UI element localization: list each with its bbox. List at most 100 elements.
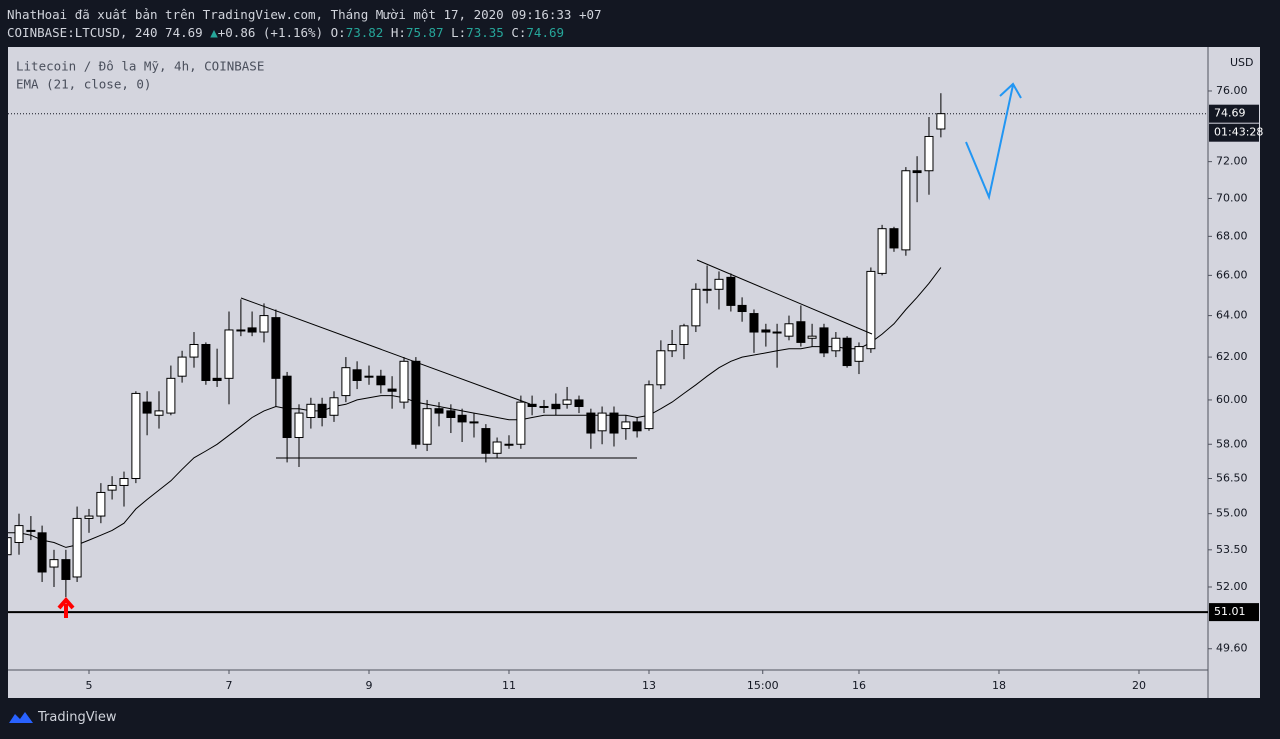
candle-body — [341, 367, 351, 397]
candle-body — [61, 559, 71, 580]
candle-body — [189, 343, 199, 358]
x-tick-label: 7 — [225, 679, 232, 692]
candle-body — [912, 170, 922, 174]
y-tick-label: 70.00 — [1216, 191, 1248, 204]
candle-body — [784, 323, 794, 337]
candle-body — [702, 288, 712, 291]
candle-body — [586, 412, 596, 434]
h: 75.87 — [405, 25, 444, 40]
candle-body — [107, 484, 117, 491]
y-tick-label: 58.00 — [1216, 437, 1248, 450]
header: NhatHoai đã xuất bản trên TradingView.co… — [7, 6, 602, 42]
candle-body — [201, 343, 211, 381]
last: 74.69 — [165, 25, 203, 40]
candle-body — [282, 375, 292, 439]
subtitle: Litecoin / Đô la Mỹ, 4h, COINBASE — [16, 59, 264, 74]
candle-body — [49, 559, 59, 568]
symbol: COINBASE:LTCUSD, 240 — [7, 25, 158, 40]
candle-body — [574, 399, 584, 407]
y-tick-label: 53.50 — [1216, 543, 1248, 556]
candle-body — [924, 135, 934, 172]
y-tick-label: 76.00 — [1216, 84, 1248, 97]
l: 73.35 — [466, 25, 504, 40]
candle-body — [14, 525, 24, 544]
candle-body — [37, 532, 47, 573]
candle-body — [352, 369, 362, 381]
candle-body — [562, 399, 572, 405]
c-label: C: — [511, 25, 527, 40]
brand-logo — [9, 712, 33, 723]
candle-body — [807, 335, 817, 339]
candle-body — [644, 384, 654, 430]
last-price-tag: 74.69 — [1214, 107, 1246, 120]
candle-body — [96, 491, 106, 517]
candle-body — [632, 421, 642, 432]
candle-body — [831, 337, 841, 352]
candle-body — [26, 529, 36, 532]
x-tick-label: 16 — [852, 679, 866, 692]
candle-body — [294, 412, 304, 439]
y-tick-label: 66.00 — [1216, 268, 1248, 281]
candle-body — [749, 313, 759, 333]
candle-body — [271, 317, 281, 379]
candle-body — [376, 375, 386, 386]
c: 74.69 — [526, 25, 565, 40]
candle-body — [492, 441, 502, 454]
y-tick-label: 62.00 — [1216, 350, 1248, 363]
candle-body — [737, 304, 747, 313]
candle-body — [469, 421, 479, 424]
candle-body — [399, 360, 409, 403]
candle-body — [457, 414, 467, 423]
candle-body — [819, 327, 829, 354]
y-tick-label: 49.60 — [1216, 642, 1248, 655]
brand: TradingView — [38, 709, 117, 725]
candle-body — [131, 392, 141, 480]
ema-legend: EMA (21, close, 0) — [16, 77, 151, 92]
candle-body — [177, 356, 187, 377]
x-tick-label: 20 — [1132, 679, 1146, 692]
candle-body — [772, 331, 782, 334]
l-label: L: — [451, 25, 467, 40]
countdown-tag: 01:43:28 — [1214, 126, 1263, 139]
candle-body — [866, 270, 876, 350]
candle-body — [411, 360, 421, 445]
x-tick-label: 11 — [502, 679, 516, 692]
x-tick-label: 9 — [365, 679, 372, 692]
candle-body — [306, 403, 316, 418]
candle-body — [481, 428, 491, 454]
candle-body — [247, 327, 257, 333]
candle-body — [212, 377, 222, 381]
candle-body — [842, 337, 852, 367]
y-tick-label: 60.00 — [1216, 393, 1248, 406]
trend-line — [696, 259, 873, 335]
change: +0.86 (+1.16%) — [217, 25, 324, 40]
candle-body — [504, 443, 514, 446]
candle-body — [667, 343, 677, 352]
y-tick-label: 56.50 — [1216, 472, 1248, 485]
candle-body — [119, 478, 129, 486]
y-tick-label: 52.00 — [1216, 580, 1248, 593]
x-tick-label: 5 — [85, 679, 92, 692]
candle-body — [84, 515, 94, 519]
o-label: O: — [330, 25, 346, 40]
hline-tag: 51.01 — [1214, 605, 1246, 618]
candle-body — [901, 170, 911, 251]
candle-body — [714, 278, 724, 290]
candle-body — [166, 377, 176, 414]
footer: TradingView — [8, 709, 117, 725]
candle-body — [656, 350, 666, 386]
candle-body — [691, 288, 701, 327]
o: 73.82 — [345, 25, 384, 40]
candle-body — [364, 375, 374, 378]
candle-body — [854, 346, 864, 362]
candle-body — [679, 325, 689, 345]
countdown-tag-bg — [1209, 123, 1259, 142]
signal-arrow — [57, 596, 75, 618]
candle-body — [551, 403, 561, 410]
candle-body — [434, 408, 444, 414]
candle-body — [259, 315, 269, 333]
last-price-tag-bg — [1209, 104, 1259, 123]
candle-body — [516, 401, 526, 445]
candle-body — [72, 517, 82, 578]
